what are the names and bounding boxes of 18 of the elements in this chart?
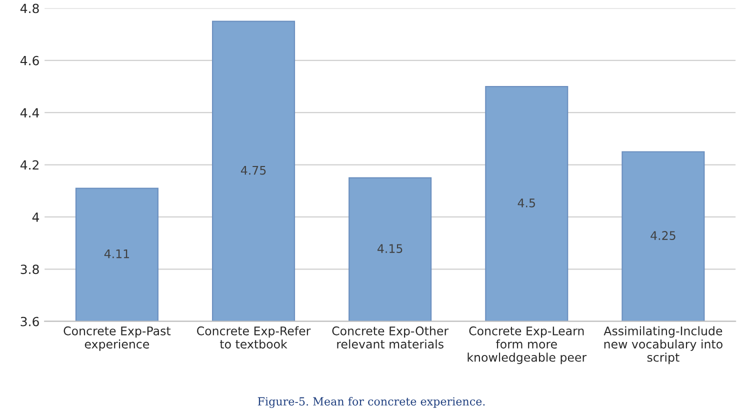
data-label: 4.75	[240, 166, 266, 175]
y-tick-label: 4	[32, 212, 40, 222]
data-label: 4.11	[104, 249, 130, 258]
data-label: 4.25	[650, 231, 676, 240]
y-tick-label: 4.2	[20, 160, 38, 170]
y-tick-label: 4.6	[20, 56, 39, 66]
x-tick-label: Assimilating-Include new vocabulary into script	[604, 326, 722, 364]
x-tick-label: Concrete Exp-Learn form more knowledgeable peer	[468, 326, 587, 364]
x-tick-label: Concrete Exp-Refer to textbook	[197, 326, 311, 349]
y-tick-label: 4.4	[20, 108, 40, 118]
x-tick-label: Concrete Exp-Other relevant materials	[332, 326, 449, 349]
y-tick-label: 4.8	[20, 4, 39, 14]
x-tick-label: Concrete Exp-Past experience	[64, 326, 171, 351]
y-tick-label: 3.8	[20, 264, 39, 274]
data-label: 4.5	[518, 198, 535, 208]
data-label: 4.15	[378, 244, 402, 254]
text: Figure-5. Mean for concrete experience.	[258, 396, 485, 408]
y-tick-label: 3.6	[20, 316, 39, 326]
